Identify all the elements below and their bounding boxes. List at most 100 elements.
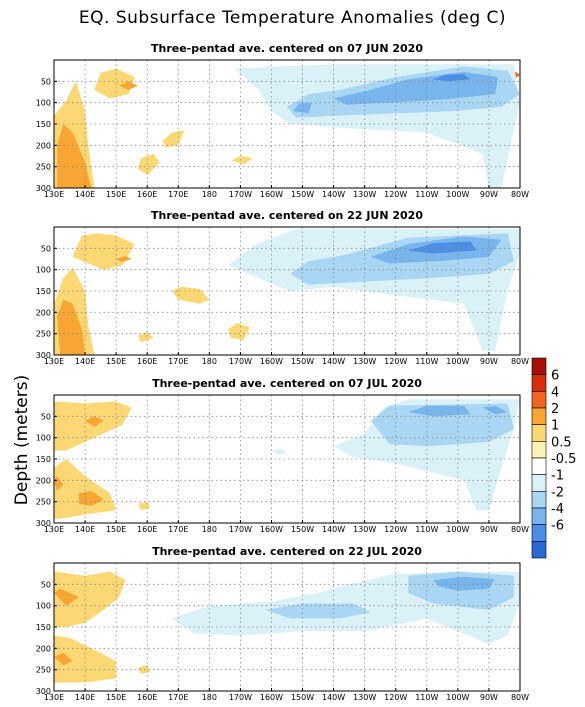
x-tick-label: 130W xyxy=(353,693,376,702)
y-tick-label: 200 xyxy=(36,141,51,150)
x-tick-label: 80W xyxy=(511,525,529,534)
colorbar-swatch xyxy=(531,407,547,425)
y-tick-label: 100 xyxy=(36,602,51,611)
anomaly-region xyxy=(54,588,79,606)
colorbar-swatch xyxy=(531,474,547,492)
x-tick-label: 170W xyxy=(229,357,252,366)
anomaly-region xyxy=(94,68,135,99)
x-tick-label: 140W xyxy=(322,525,345,534)
x-tick-label: 170E xyxy=(168,693,188,702)
x-tick-label: 160W xyxy=(260,693,283,702)
colorbar-swatch xyxy=(531,441,547,459)
x-tick-label: 140W xyxy=(322,190,345,199)
x-tick-label: 180 xyxy=(202,693,217,702)
anomaly-region xyxy=(54,652,73,666)
x-tick-label: 150E xyxy=(106,525,126,534)
x-tick-label: 160E xyxy=(137,525,157,534)
x-tick-label: 130E xyxy=(44,190,64,199)
x-tick-label: 110W xyxy=(415,525,438,534)
x-tick-label: 170W xyxy=(229,693,252,702)
x-tick-label: 150E xyxy=(106,693,126,702)
colorbar-swatch xyxy=(531,374,547,392)
x-tick-label: 140W xyxy=(322,693,345,702)
anomaly-region xyxy=(162,130,185,148)
x-tick-label: 170E xyxy=(168,190,188,199)
anomaly-region xyxy=(293,102,312,114)
chart-title: EQ. Subsurface Temperature Anomalies (de… xyxy=(78,8,507,28)
panel-4-title: Three-pentad ave. centered on 22 JUL 202… xyxy=(152,545,422,558)
colorbar-label: 2 xyxy=(551,402,559,417)
y-tick-label: 300 xyxy=(36,519,51,528)
y-tick-label: 150 xyxy=(36,120,51,129)
colorbar-label: -2 xyxy=(551,485,564,500)
panel-2: 130E 140E 150E 160E 170E 180 170W 160W 150W 140W 1… xyxy=(36,226,529,366)
colorbar-label: -1 xyxy=(551,469,564,484)
colorbar-label: 4 xyxy=(551,385,559,400)
x-tick-label: 140E xyxy=(75,357,95,366)
colorbar-label: 6 xyxy=(551,369,559,384)
anomaly-region xyxy=(54,571,126,627)
y-tick-label: 100 xyxy=(36,99,51,108)
colorbar-label: 1 xyxy=(551,419,559,434)
x-tick-label: 160E xyxy=(137,357,157,366)
panel-1: 130E 140E 150E 160E 170E 180 170W 160W 150W 140W 1… xyxy=(36,59,529,199)
x-tick-label: 140E xyxy=(75,525,95,534)
y-tick-label: 100 xyxy=(36,434,51,443)
colorbar-label: 0.5 xyxy=(551,435,572,450)
colorbar-swatch xyxy=(531,491,547,509)
x-tick-label: 160W xyxy=(260,190,283,199)
anomaly-region xyxy=(57,299,86,355)
y-tick-label: 200 xyxy=(36,308,51,317)
x-tick-label: 170E xyxy=(168,357,188,366)
x-tick-label: 150W xyxy=(291,525,314,534)
y-tick-label: 150 xyxy=(36,455,51,464)
x-tick-label: 130W xyxy=(353,357,376,366)
x-tick-label: 170W xyxy=(229,190,252,199)
anomaly-region xyxy=(54,459,117,519)
anomaly-region xyxy=(116,256,132,262)
panel-3: 130E 140E 150E 160E 170E 180 170W 160W 150W 140W 1… xyxy=(36,394,529,534)
x-tick-label: 130E xyxy=(44,525,64,534)
x-tick-label: 100W xyxy=(446,190,469,199)
x-tick-label: 120W xyxy=(384,357,407,366)
colorbar-label: -6 xyxy=(551,519,564,534)
x-tick-label: 100W xyxy=(446,693,469,702)
x-tick-label: 80W xyxy=(511,693,529,702)
x-tick-label: 180 xyxy=(202,357,217,366)
x-tick-label: 130E xyxy=(44,357,64,366)
y-tick-label: 50 xyxy=(41,77,51,86)
x-tick-label: 180 xyxy=(202,525,217,534)
anomaly-region xyxy=(54,476,64,491)
panel-4: 130E 140E 150E 160E 170E 180 170W 160W 150W 140W 1… xyxy=(36,562,529,702)
x-tick-label: 90W xyxy=(480,693,498,702)
x-tick-label: 90W xyxy=(480,525,498,534)
anomaly-region xyxy=(370,403,514,447)
y-tick-label: 250 xyxy=(36,330,51,339)
colorbar-swatch xyxy=(531,507,547,525)
x-tick-label: 90W xyxy=(480,357,498,366)
x-tick-label: 180 xyxy=(202,190,217,199)
x-tick-label: 150W xyxy=(291,357,314,366)
anomaly-region xyxy=(271,448,287,455)
x-tick-label: 150E xyxy=(106,357,126,366)
x-tick-label: 150W xyxy=(291,190,314,199)
colorbar: 64 2 10.5 -0.5 -1-2 -4 -6 xyxy=(531,357,576,559)
y-tick-label: 250 xyxy=(36,666,51,675)
x-tick-label: 160W xyxy=(260,357,283,366)
x-tick-label: 100W xyxy=(446,525,469,534)
colorbar-swatch xyxy=(531,391,547,409)
x-tick-label: 130E xyxy=(44,693,64,702)
anomaly-region xyxy=(228,323,250,341)
anomaly-region xyxy=(433,74,471,82)
x-tick-label: 140W xyxy=(322,357,345,366)
y-tick-label: 200 xyxy=(36,476,51,485)
y-tick-label: 300 xyxy=(36,687,51,696)
x-tick-label: 150E xyxy=(106,190,126,199)
anomaly-region xyxy=(231,156,253,165)
colorbar-swatch xyxy=(531,357,547,375)
y-tick-label: 50 xyxy=(41,244,51,253)
anomaly-region xyxy=(85,416,104,427)
x-tick-label: 120W xyxy=(384,190,407,199)
colorbar-swatch xyxy=(531,424,547,442)
